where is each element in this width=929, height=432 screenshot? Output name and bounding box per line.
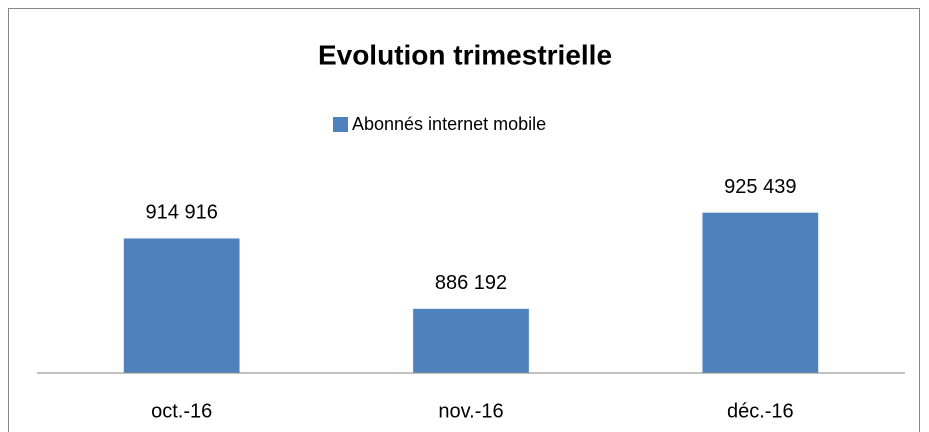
data-label: 925 439 [724,176,796,198]
data-label: 914 916 [146,202,218,224]
bar [702,212,819,373]
chart-title: Evolution trimestrielle [318,39,612,70]
bar [413,308,529,373]
x-tick-label: déc.-16 [727,400,794,422]
legend-swatch [333,117,348,132]
bar [123,238,240,373]
legend-label: Abonnés internet mobile [352,114,546,134]
data-label: 886 192 [435,272,507,294]
x-tick-label: oct.-16 [151,400,212,422]
x-tick-label: nov.-16 [438,400,503,422]
